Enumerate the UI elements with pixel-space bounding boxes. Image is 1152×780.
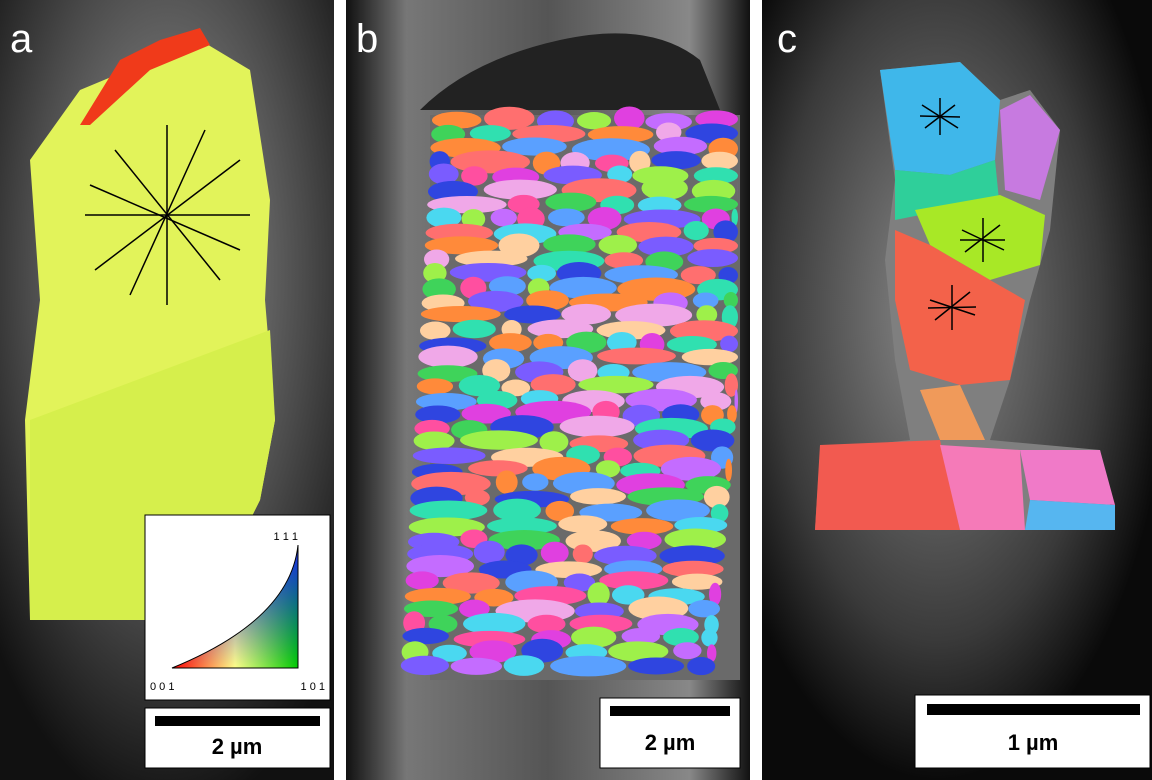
scale-bar-label: 2 µm	[645, 730, 696, 755]
grain	[451, 658, 502, 675]
ipf-label: 1 1 1	[274, 531, 298, 543]
grain	[401, 656, 449, 675]
grain	[420, 322, 451, 340]
grain	[573, 544, 593, 563]
grain	[527, 615, 565, 633]
grain	[474, 541, 505, 564]
grain	[541, 542, 569, 564]
ipf-label: 0 0 1	[150, 681, 174, 693]
grain	[460, 430, 538, 449]
figure: a 1 1 1 0 0 1 1 0 1 2 µm b 2 µm c 1 µm	[0, 0, 1152, 780]
grain	[491, 209, 517, 227]
grain	[522, 473, 548, 490]
grain	[550, 656, 626, 677]
grain	[548, 208, 585, 226]
grain	[684, 221, 709, 240]
ipf-label: 1 0 1	[301, 681, 325, 693]
grain	[1020, 450, 1115, 505]
grain	[406, 571, 439, 589]
grain	[701, 629, 717, 647]
grain	[720, 336, 738, 353]
grain	[421, 306, 501, 322]
grain	[673, 642, 701, 659]
grain	[504, 655, 545, 676]
grain	[587, 582, 609, 606]
grain	[687, 249, 738, 267]
ipf-box	[145, 515, 330, 700]
grain	[560, 416, 635, 438]
grain	[413, 447, 486, 464]
grain	[453, 320, 496, 338]
scale-bar-label: 1 µm	[1008, 730, 1059, 755]
grain	[417, 378, 453, 394]
grain	[496, 470, 518, 493]
grain	[1025, 500, 1115, 530]
grain	[402, 628, 449, 644]
grain	[628, 658, 684, 675]
grain	[641, 176, 687, 200]
panel-label: c	[777, 17, 797, 61]
grain	[688, 600, 720, 617]
grain	[599, 235, 638, 255]
grain	[414, 431, 455, 450]
panel-label: a	[10, 17, 33, 61]
grain	[687, 657, 715, 675]
panel-label: b	[356, 17, 378, 61]
scale-bar-label: 2 µm	[212, 734, 263, 759]
grain	[597, 348, 676, 365]
scale-bar	[927, 704, 1140, 715]
grain	[577, 112, 611, 129]
grain	[815, 440, 960, 530]
grain	[468, 460, 528, 476]
scale-bar	[610, 706, 730, 716]
grain	[725, 459, 732, 482]
scale-bar	[155, 716, 320, 726]
grain	[418, 346, 477, 368]
grain	[410, 500, 488, 520]
grain	[570, 488, 626, 505]
grain	[558, 515, 607, 532]
grain	[682, 349, 738, 365]
